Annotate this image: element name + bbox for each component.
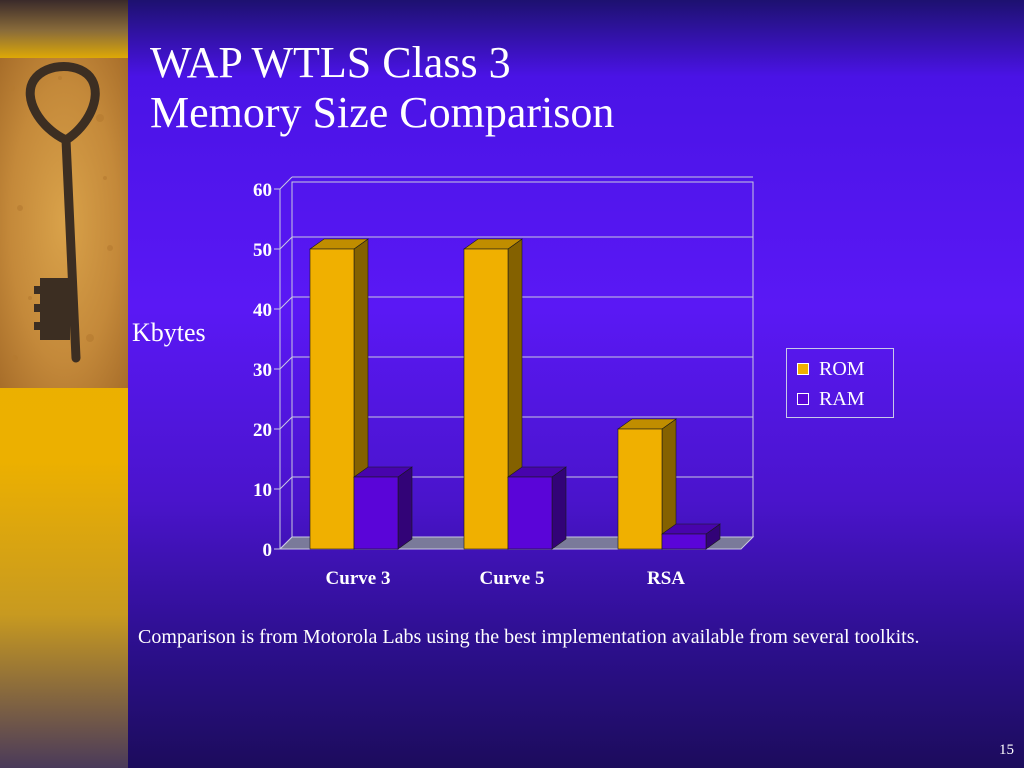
bar-front bbox=[617, 428, 663, 550]
bar-rom-rsa bbox=[617, 418, 677, 550]
bar-front bbox=[353, 476, 399, 550]
legend-label-ram: RAM bbox=[819, 387, 865, 410]
y-tick-label: 20 bbox=[253, 420, 272, 441]
gridline-diag bbox=[279, 476, 293, 490]
gridline-diag bbox=[279, 536, 293, 550]
gridline-diag bbox=[279, 176, 293, 190]
legend-swatch-rom bbox=[797, 363, 809, 375]
x-category-label: RSA bbox=[647, 568, 685, 589]
bar-front bbox=[463, 248, 509, 550]
chart-legend: ROM RAM bbox=[786, 348, 894, 418]
x-category-label: Curve 3 bbox=[326, 568, 391, 589]
y-tick-label: 60 bbox=[253, 180, 272, 201]
page-number: 15 bbox=[999, 742, 1014, 758]
key-photo bbox=[0, 58, 128, 388]
y-tick-label: 10 bbox=[253, 480, 272, 501]
bar-series bbox=[309, 238, 721, 550]
bar-front bbox=[661, 533, 707, 550]
slide-title: WAP WTLS Class 3 Memory Size Comparison bbox=[150, 38, 614, 138]
title-line-1: WAP WTLS Class 3 bbox=[150, 38, 511, 87]
legend-swatch-ram bbox=[797, 393, 809, 405]
x-category-label: Curve 5 bbox=[480, 568, 545, 589]
bar-rom-curve-5 bbox=[463, 238, 523, 550]
legend-item-rom: ROM bbox=[797, 354, 893, 384]
slide-caption: Comparison is from Motorola Labs using t… bbox=[138, 626, 920, 648]
bar-ram-curve-5 bbox=[507, 466, 567, 550]
y-axis-label: Kbytes bbox=[132, 318, 206, 347]
y-tick-label: 50 bbox=[253, 240, 272, 261]
y-tick-label: 0 bbox=[263, 540, 273, 561]
gridline-diag bbox=[279, 356, 293, 370]
bar-front bbox=[309, 248, 355, 550]
bar-front bbox=[507, 476, 553, 550]
bar-side bbox=[551, 466, 567, 550]
gridline-diag bbox=[279, 296, 293, 310]
legend-label-rom: ROM bbox=[819, 357, 865, 380]
legend-item-ram: RAM bbox=[797, 384, 893, 414]
gridline-diag bbox=[279, 416, 293, 430]
y-axis-ticks: 0 10 20 30 40 50 60 bbox=[253, 180, 280, 561]
title-line-2: Memory Size Comparison bbox=[150, 88, 615, 137]
bar-ram-rsa bbox=[661, 523, 721, 550]
x-axis-labels: Curve 3 Curve 5 RSA bbox=[326, 568, 686, 589]
y-tick-label: 40 bbox=[253, 300, 272, 321]
bar-side bbox=[397, 466, 413, 550]
bar-ram-curve-3 bbox=[353, 466, 413, 550]
gridline-diag bbox=[279, 236, 293, 250]
y-tick-label: 30 bbox=[253, 360, 272, 381]
